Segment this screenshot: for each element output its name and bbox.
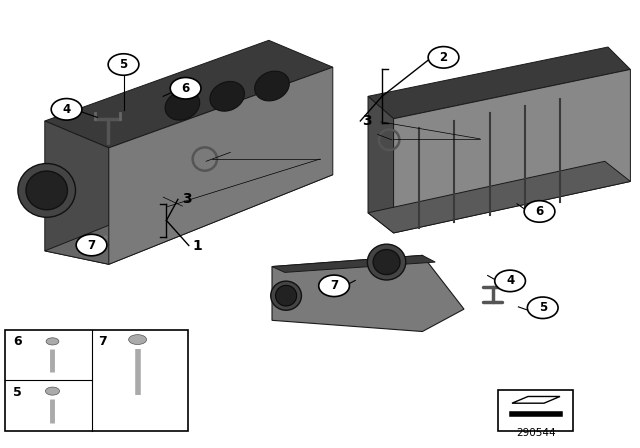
Circle shape [428, 47, 459, 68]
Text: 6: 6 [182, 82, 189, 95]
Ellipse shape [45, 387, 60, 395]
Text: 6: 6 [13, 335, 21, 348]
Circle shape [319, 275, 349, 297]
Ellipse shape [210, 82, 244, 111]
Ellipse shape [26, 171, 67, 210]
Ellipse shape [165, 90, 200, 120]
Polygon shape [45, 40, 333, 148]
Ellipse shape [129, 335, 147, 345]
Polygon shape [512, 396, 560, 403]
Text: 6: 6 [536, 205, 543, 218]
Polygon shape [368, 96, 394, 233]
Ellipse shape [275, 285, 297, 306]
Text: 5: 5 [120, 58, 127, 71]
Bar [498, 390, 573, 431]
Text: 4: 4 [60, 102, 70, 116]
Circle shape [51, 99, 82, 120]
Text: 4: 4 [63, 103, 70, 116]
Text: 4: 4 [506, 274, 514, 288]
Text: 290544: 290544 [516, 428, 556, 438]
Polygon shape [45, 121, 109, 264]
Circle shape [170, 78, 201, 99]
Polygon shape [368, 161, 630, 233]
Ellipse shape [18, 164, 76, 217]
Text: 3: 3 [362, 114, 372, 128]
Ellipse shape [367, 244, 406, 280]
Text: 2: 2 [440, 51, 447, 64]
Circle shape [495, 270, 525, 292]
Text: 7: 7 [88, 238, 95, 252]
Text: 7: 7 [98, 335, 107, 348]
Circle shape [76, 234, 107, 256]
Polygon shape [109, 67, 333, 264]
Ellipse shape [271, 281, 301, 310]
Circle shape [527, 297, 558, 319]
Polygon shape [368, 47, 630, 119]
Ellipse shape [46, 338, 59, 345]
Text: 5: 5 [539, 301, 547, 314]
Polygon shape [272, 255, 464, 332]
Bar [5, 330, 188, 431]
Text: 7: 7 [330, 279, 338, 293]
Ellipse shape [255, 71, 289, 101]
Text: 2: 2 [438, 47, 449, 61]
Ellipse shape [373, 250, 400, 275]
Text: 3: 3 [182, 192, 192, 207]
Text: 5: 5 [13, 386, 22, 400]
Circle shape [108, 54, 139, 75]
Polygon shape [272, 255, 435, 272]
Polygon shape [394, 69, 630, 233]
Circle shape [524, 201, 555, 222]
Polygon shape [45, 161, 333, 264]
Text: 1: 1 [192, 238, 202, 253]
